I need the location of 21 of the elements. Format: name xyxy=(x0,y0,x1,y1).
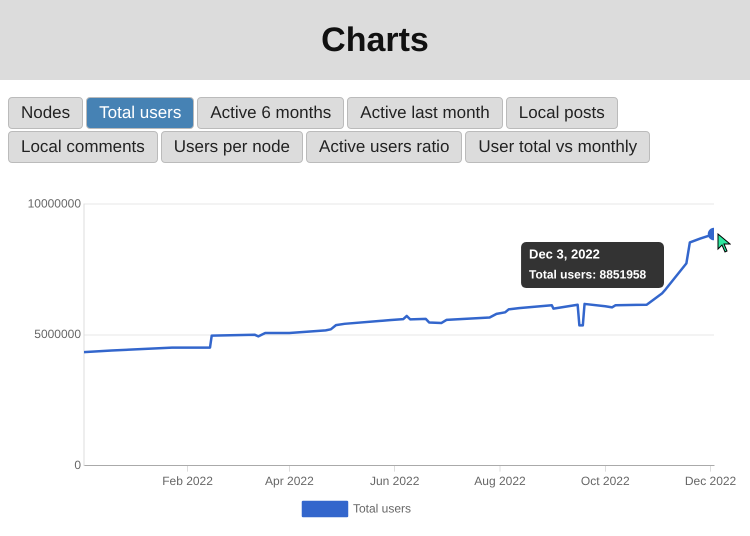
y-tick-label: 5000000 xyxy=(34,327,82,342)
text: Local posts xyxy=(506,97,618,129)
text: Total users xyxy=(86,97,194,129)
text: Nodes xyxy=(8,97,84,129)
y-tick-label: 0 xyxy=(74,458,82,472)
text: Local comments xyxy=(8,131,158,163)
chart-title: Charts xyxy=(321,20,429,60)
x-tick-label: Dec 2022 xyxy=(684,474,737,488)
y-tick-label: 10000000 xyxy=(28,196,82,210)
text: Active users ratio xyxy=(306,131,462,163)
x-tick-label: Oct 2022 xyxy=(580,474,630,488)
x-tick-label: Aug 2022 xyxy=(474,474,526,488)
text: Users per node xyxy=(160,131,304,163)
legend-label: Total users xyxy=(352,501,412,516)
text: Active 6 months xyxy=(197,97,344,129)
text: Active last month xyxy=(347,97,503,129)
annotation: Dec 3, 2022 Total users: 8851958 xyxy=(529,246,647,282)
x-tick-label: Feb 2022 xyxy=(162,474,214,488)
x-tick-label: Jun 2022 xyxy=(370,474,420,488)
text: User total vs monthly xyxy=(465,131,650,163)
x-tick-label: Apr 2022 xyxy=(265,474,314,488)
